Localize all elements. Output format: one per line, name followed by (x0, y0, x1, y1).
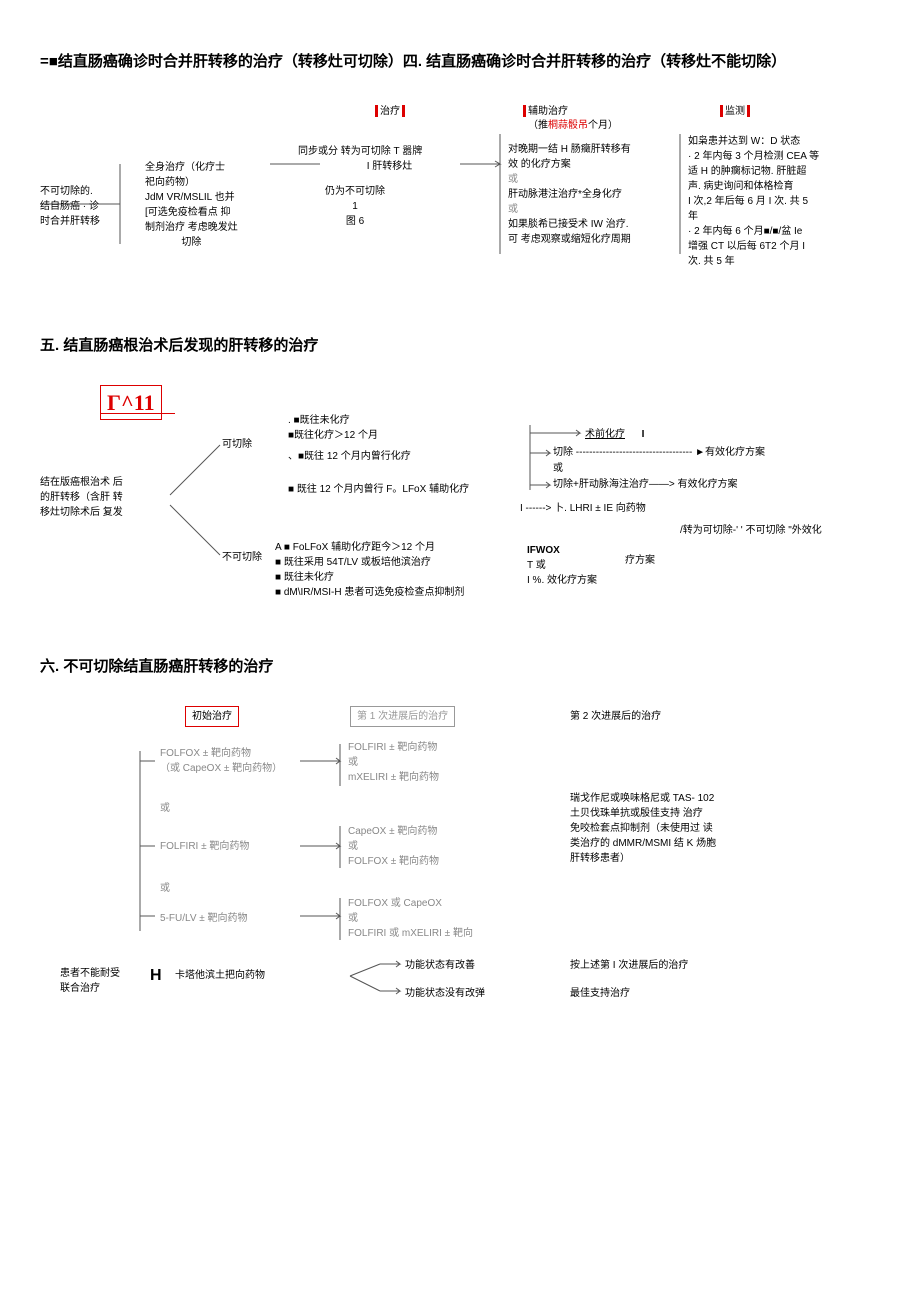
hdr-monitor: 监测 (720, 104, 750, 119)
page-title: =■结直肠癌确诊时合并肝转移的治疗（转移灶可切除）四. 结直肠癌确诊时合并肝转移… (40, 50, 880, 74)
section-5-title: 五. 结直肠癌根治术后发现的肝转移的治疗 (40, 334, 880, 355)
d3-m3: FOLFOX 或 CapeOX或FOLFIRI 或 mXELIRI ± 靶向 (348, 896, 473, 941)
d3-bot-a2: 功能状态没有改弹 (405, 986, 485, 1001)
d3-h3: 第 2 次进展后的治疗 (570, 709, 661, 724)
d2-a: . ■既往未化疗■既往化疗＞12 个月 、■既往 12 个月内曾行化疗 ■ 既往… (288, 413, 469, 497)
d3-c1: FOLFOX ± 靶向药物（或 CapeOX ± 靶向药物） (160, 746, 282, 776)
d3-h1: 初始治疗 (185, 706, 239, 727)
d3-bot-m: 卡塔他滨土把向药物 (175, 968, 265, 983)
d2-r9: I %. 效化疗方案 (527, 573, 597, 588)
d3-c2: FOLFIRI ± 靶向药物 (160, 839, 249, 854)
diagram-section-4: 治疗 辅助治疗 （推桐蒜骰吊个月） 监测 不可切除的.结自肠癌 · 诊时合并肝转… (40, 104, 880, 294)
d2-r5: I ------> 卜. LHRI ± IE 向药物 (520, 501, 646, 516)
d2-r3: 或 (553, 461, 563, 476)
d2-nores: 不可切除 (222, 550, 262, 565)
d3-m1: FOLFIRI ± 靶向药物或mXELIRI ± 靶向药物 (348, 740, 439, 785)
d3-c3: 5-FU/LV ± 靶向药物 (160, 911, 248, 926)
d1-mid-bot: 仍为不可切除1图 6 (325, 184, 385, 229)
d2-redline (100, 413, 175, 414)
d2-res: 可切除 (222, 437, 252, 452)
d3-bot-r1: 按上述第 I 次进展后的治疗 (570, 958, 688, 973)
d1-mid-top: 同步或分 转为可切除 T 嚣牌 I 肝转移灶 (298, 144, 422, 174)
d2-left: 结在版癌根治术 后的肝转移（含肝 转移灶切除术后 复发 (40, 475, 123, 520)
d2-big: Γ^11 (100, 385, 162, 420)
d2-r8: T 或 (527, 558, 546, 573)
d1-mon: 如枭患并达到 W：D 状态· 2 年内每 3 个月检测 CEA 等适 H 的肿瘸… (688, 134, 878, 269)
d1-adj: 对晚期一结 H 肠癥肝转移有效 的化疗方案 或肝动脉港注治疗*全身化疗 或如果腅… (508, 142, 668, 247)
diagram-section-6: 初始治疗 第 1 次进展后的治疗 第 2 次进展后的治疗 FOLFOX ± 靶向… (40, 706, 880, 1016)
hdr-adjuvant: 辅助治疗 (523, 104, 568, 119)
d3-bot-a1: 功能状态有改善 (405, 958, 475, 973)
d2-r1: 术前化疗 I (585, 427, 644, 442)
diagram-section-5: Γ^11 结在版癌根治术 后的肝转移（含肝 转移灶切除术后 复发 可切除 不可切… (40, 385, 880, 615)
d2-b: A ■ FoLFoX 辅助化疗距今＞12 个月■ 既往采用 54T/LV 或板培… (275, 540, 464, 600)
d3-or1: 或 (160, 801, 170, 816)
hdr-adjuvant-sub: （推桐蒜骰吊个月） (528, 118, 618, 133)
d1-left: 不可切除的.结自肠癌 · 诊时合并肝转移 (40, 184, 100, 229)
d3-m2: CapeOX ± 靶向药物或FOLFOX ± 靶向药物 (348, 824, 439, 869)
d2-r6: /转为可切除-' ' 不可切除 "外效化 (680, 523, 822, 538)
d3-bot-h: H (150, 964, 162, 988)
d2-r10: 疗方案 (625, 553, 655, 568)
d3-bot-r2: 最佳支持治疗 (570, 986, 630, 1001)
d3-right: 瑞戈作尼或唤味格尼或 TAS- 102土贝伐珠单抗或殷佳支持 治疗 免咬检套点抑… (570, 791, 770, 866)
d2-r7: IFWOX (527, 543, 560, 558)
d3-or2: 或 (160, 881, 170, 896)
d3-h2: 第 1 次进展后的治疗 (350, 706, 455, 727)
d1-tx: 全身治疗（化疗士祀向药物） JdM VR/MSLIL 也并[可选免疫检看点 抑 … (145, 160, 238, 250)
hdr-treatment: 治疗 (375, 104, 405, 119)
d2-r2: 切除 ----------------------------------- ►… (553, 445, 765, 460)
d3-bot-l: 患者不能耐受联合治疗 (60, 966, 120, 996)
d2-r4: 切除+肝动脉海注治疗——> 有效化疗方案 (553, 477, 737, 492)
section-6-title: 六. 不可切除结直肠癌肝转移的治疗 (40, 655, 880, 676)
